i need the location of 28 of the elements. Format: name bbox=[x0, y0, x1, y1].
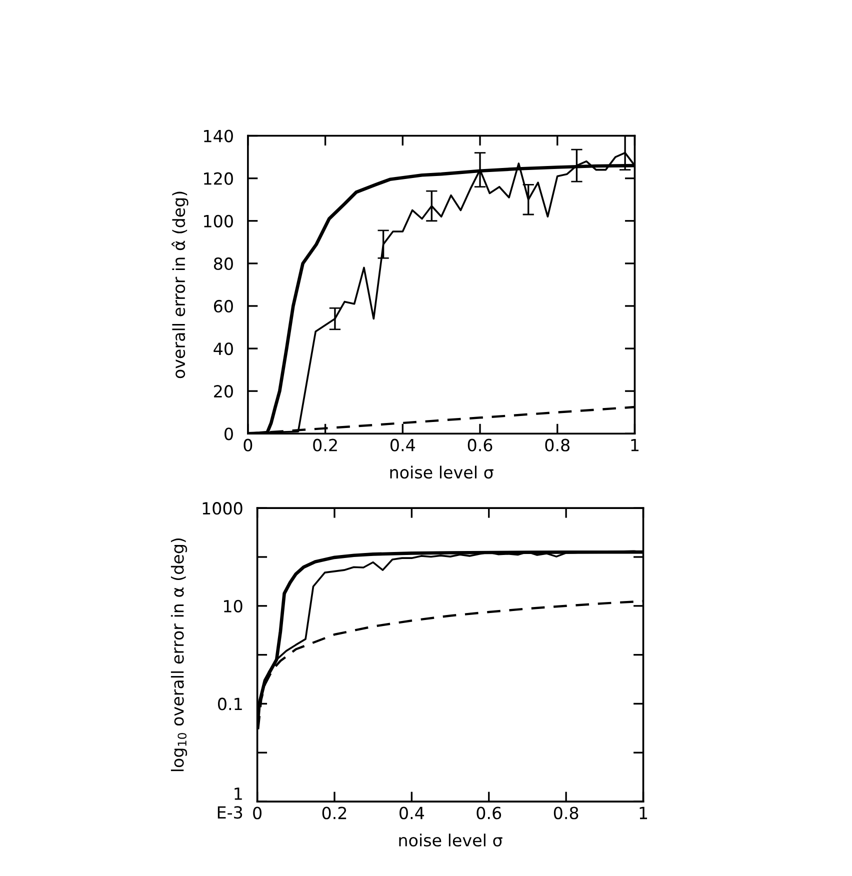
x-tick-label: 0.6 bbox=[468, 438, 492, 452]
x-tick-label: 0.4 bbox=[400, 806, 424, 820]
x-tick-label: 0.8 bbox=[554, 806, 578, 820]
y-tick-label: 10 bbox=[224, 600, 242, 612]
y-tick-label: 40 bbox=[214, 342, 233, 356]
y-tick-label: 140 bbox=[204, 130, 233, 142]
y-tick-label: 80 bbox=[214, 257, 233, 270]
x-tick-label: 0.4 bbox=[390, 438, 415, 452]
y-tick-label: 20 bbox=[214, 385, 233, 398]
y-tick-label: 120 bbox=[204, 172, 233, 185]
y-tick-label: 100 bbox=[204, 214, 233, 228]
x-tick-label: 0.8 bbox=[545, 438, 570, 452]
x-tick-label: 0 bbox=[244, 438, 252, 452]
x-tick-label: 0.2 bbox=[313, 438, 337, 452]
y-axis-title: overall error in α̂ (deg) bbox=[172, 192, 188, 378]
y-axis-title: log$_{10}$ overall error in α (deg) bbox=[170, 538, 188, 772]
x-tick-label: 1 bbox=[631, 438, 639, 452]
x-tick-label: 1 bbox=[640, 806, 648, 820]
x-tick-label: 0.2 bbox=[322, 806, 346, 820]
y-tick-label: 1000 bbox=[202, 502, 242, 515]
y-tick-label: 0 bbox=[224, 428, 233, 440]
x-axis-title: noise level σ bbox=[390, 466, 494, 479]
y-tick-label: 0.1 bbox=[218, 698, 242, 710]
x-axis-title: noise level σ bbox=[399, 834, 502, 847]
x-tick-label: 0 bbox=[253, 806, 262, 820]
y-tick-label: 1 E-3 bbox=[218, 788, 242, 819]
y-tick-label: 60 bbox=[214, 300, 233, 313]
x-tick-label: 0.6 bbox=[476, 806, 502, 820]
